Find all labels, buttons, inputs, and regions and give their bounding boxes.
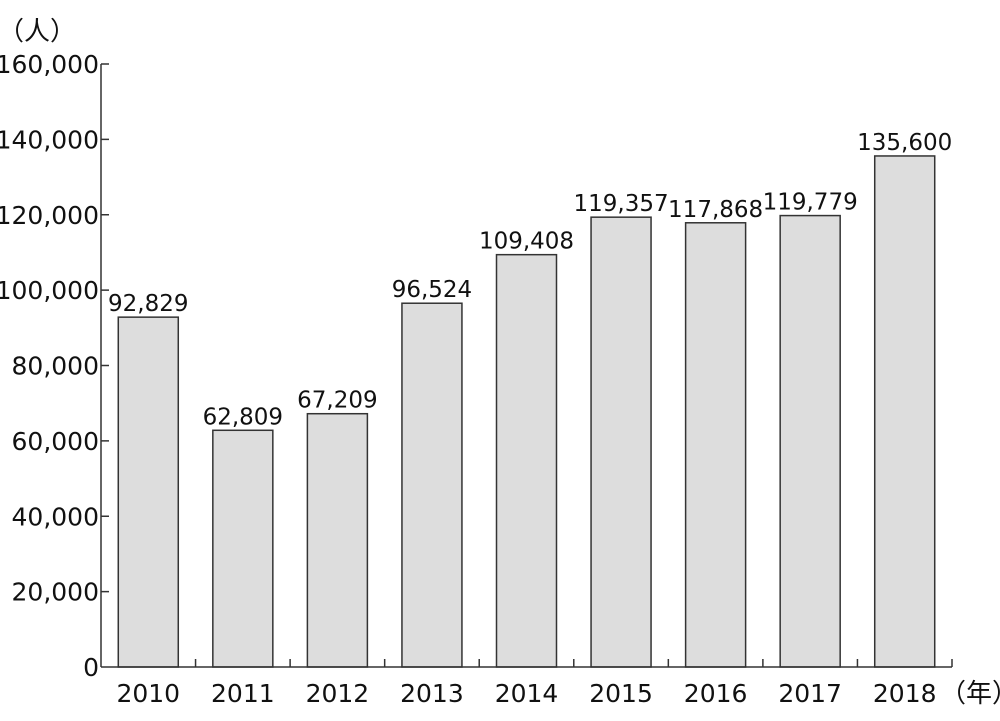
x-tick-label-2013: 2013 — [400, 679, 464, 708]
x-tick-label-2014: 2014 — [495, 679, 559, 708]
x-tick-label-2015: 2015 — [589, 679, 653, 708]
y-axis-unit-label: （人） — [0, 17, 76, 47]
data-label-2016: 117,868 — [668, 197, 763, 223]
data-label-2010: 92,829 — [108, 291, 188, 317]
data-label-2015: 119,357 — [573, 191, 668, 217]
bar-2015 — [590, 216, 652, 668]
data-label-2013: 96,524 — [392, 277, 472, 303]
x-axis-unit-label: （年） — [940, 679, 1000, 709]
y-tick-label: 140,000 — [0, 125, 99, 154]
y-tick-label: 20,000 — [12, 578, 99, 607]
y-tick-label: 100,000 — [0, 276, 99, 305]
bar-2012 — [306, 412, 369, 668]
x-tick-label-2016: 2016 — [684, 679, 748, 708]
y-tick-label: 60,000 — [12, 427, 99, 456]
bar-2016 — [684, 222, 747, 668]
x-tick-label-2018: 2018 — [873, 679, 937, 708]
x-tick-label-2010: 2010 — [116, 679, 180, 708]
bar-2014 — [495, 253, 558, 668]
bar-2017 — [779, 214, 841, 668]
y-tick-label: 40,000 — [12, 502, 99, 531]
x-tick-label-2012: 2012 — [306, 679, 370, 708]
bar-2011 — [212, 429, 274, 668]
data-label-2018: 135,600 — [857, 130, 952, 156]
data-label-2011: 62,809 — [203, 404, 283, 430]
bar-2018 — [873, 155, 936, 668]
y-tick-label: 80,000 — [12, 352, 99, 381]
y-tick-label: 160,000 — [0, 50, 99, 79]
bar-2010 — [117, 316, 180, 668]
x-tick-label-2011: 2011 — [211, 679, 275, 708]
data-label-2014: 109,408 — [479, 229, 574, 255]
y-tick-label: 120,000 — [0, 201, 99, 230]
data-label-2012: 67,209 — [297, 388, 377, 414]
data-label-2017: 119,779 — [763, 190, 858, 216]
bar-2013 — [401, 302, 463, 668]
x-tick-label-2017: 2017 — [778, 679, 842, 708]
y-tick-label: 0 — [83, 653, 99, 682]
